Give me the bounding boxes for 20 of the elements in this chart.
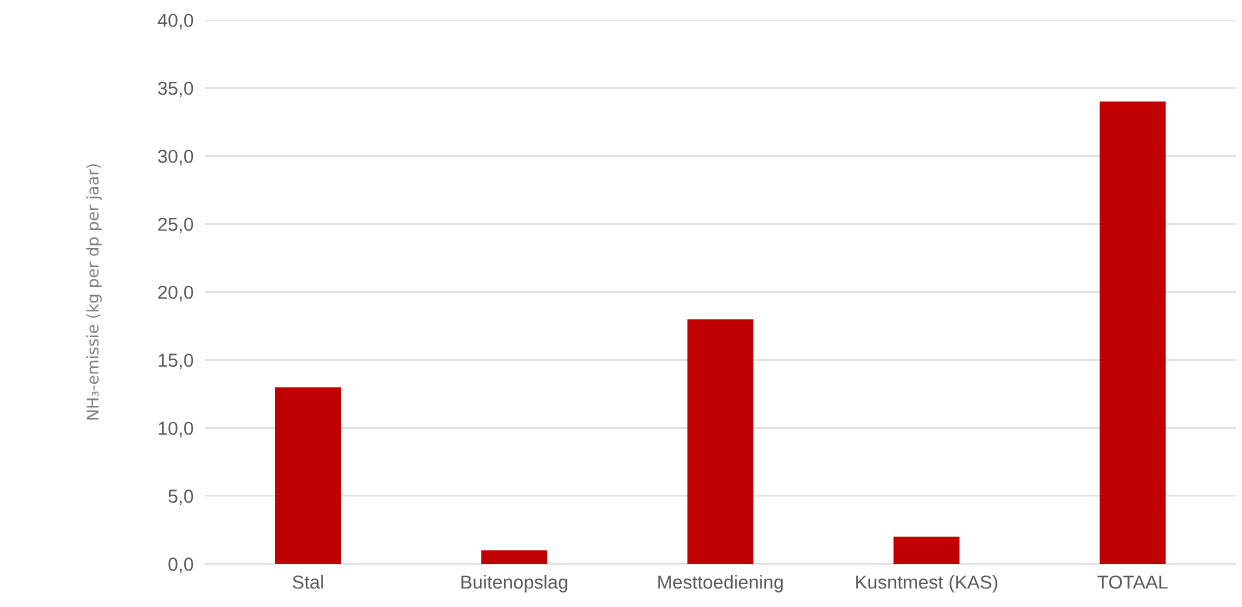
y-tick-label: 10,0: [158, 421, 194, 438]
y-axis-title: NH₃-emissie (kg per dp per jaar): [86, 164, 102, 420]
x-tick-label: Buitenopslag: [461, 575, 568, 593]
y-tick-label: 35,0: [158, 81, 194, 98]
y-tick-label: 20,0: [158, 285, 194, 302]
y-tick-label: 5,0: [168, 489, 194, 506]
bar: [481, 550, 548, 564]
x-tick-label: Stal: [292, 575, 323, 589]
bar: [1099, 101, 1166, 564]
x-tick-label: Mesttoediening: [658, 575, 783, 593]
bar: [275, 387, 341, 564]
bar: [687, 319, 754, 564]
y-tick-label: 0,0: [168, 557, 194, 574]
y-tick-label: 15,0: [158, 353, 194, 370]
x-tick-label: TOTAAL: [1097, 575, 1168, 589]
y-tick-label: 30,0: [158, 149, 194, 166]
bar: [893, 536, 960, 564]
y-tick-label: 25,0: [158, 217, 194, 234]
x-tick-label: Kusntmest (KAS): [856, 575, 998, 593]
y-tick-label: 40,0: [157, 13, 194, 30]
